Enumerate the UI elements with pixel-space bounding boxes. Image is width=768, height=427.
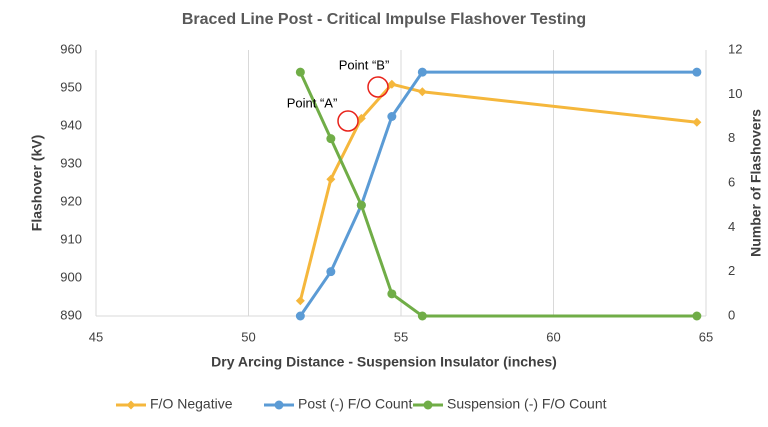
series-line (298, 82, 698, 302)
y2-tick-label: 0 (728, 307, 735, 322)
y-tick-label: 960 (60, 41, 82, 56)
annotation-circle (367, 76, 389, 98)
y2-tick-label: 2 (728, 263, 735, 278)
data-point (417, 87, 427, 97)
data-point (326, 267, 336, 277)
legend-marker (126, 400, 136, 410)
x-tick-label: 55 (394, 329, 408, 344)
annotation-circle (337, 110, 359, 132)
y-tick-label: 920 (60, 193, 82, 208)
legend-label: Suspension (-) F/O Count (447, 396, 607, 412)
y-tick-label: 940 (60, 117, 82, 132)
y2-axis-title: Number of Flashovers (748, 109, 764, 257)
data-point (356, 200, 366, 210)
data-point (295, 296, 305, 306)
y-axis-title: Flashover (kV) (29, 135, 45, 231)
legend-label: Post (-) F/O Count (298, 396, 412, 412)
y2-tick-label: 6 (728, 174, 735, 189)
data-point (387, 289, 397, 299)
x-tick-label: 60 (546, 329, 560, 344)
data-point (356, 113, 366, 123)
plot-area: 45 50 55 60 65 890 900 910 920 930 940 950 960 0 2 4 6 8 1… (60, 41, 742, 344)
legend-marker (274, 400, 284, 410)
data-point (417, 311, 427, 321)
data-point (692, 67, 702, 77)
y2-tick-label: 12 (728, 41, 742, 56)
y2-tick-label: 8 (728, 130, 735, 145)
data-point (295, 67, 305, 77)
legend-marker (423, 400, 433, 410)
legend-label: F/O Negative (150, 396, 233, 412)
y2-tick-label: 4 (728, 219, 735, 234)
data-point (295, 311, 305, 321)
legend: F/O Negative Post (-) F/O Count Suspension… (116, 396, 607, 412)
series-line (299, 70, 697, 317)
x-tick-label: 50 (241, 329, 255, 344)
annotation: Point “B” (339, 57, 390, 72)
x-axis-title: Dry Arcing Distance - Suspension Insulat… (211, 354, 557, 370)
data-point (387, 79, 397, 89)
y-tick-label: 910 (60, 231, 82, 246)
y-tick-label: 900 (60, 269, 82, 284)
y-tick-label: 950 (60, 79, 82, 94)
data-point (326, 174, 336, 184)
y-tick-label: 890 (60, 307, 82, 322)
data-point (326, 134, 336, 144)
data-point (387, 112, 397, 121)
series-line (298, 71, 697, 318)
y2-tick-label: 10 (728, 86, 742, 101)
chart-title: Braced Line Post - Critical Impulse Flas… (182, 11, 586, 28)
x-tick-label: 45 (89, 329, 103, 344)
annotation: Point “A” (287, 95, 338, 110)
data-point (692, 311, 702, 321)
data-point (417, 67, 427, 77)
x-tick-label: 65 (699, 329, 713, 344)
y-tick-label: 930 (60, 155, 82, 170)
data-point (692, 117, 702, 127)
